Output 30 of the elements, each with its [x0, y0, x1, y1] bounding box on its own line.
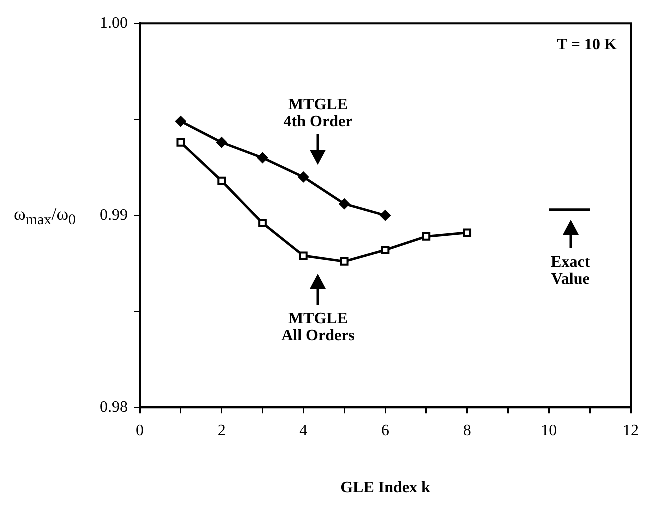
y-tick-label: 0.98 [100, 398, 128, 416]
x-tick-label: 12 [623, 422, 639, 440]
point [216, 137, 228, 148]
point [380, 210, 391, 222]
x-tick-label: 10 [541, 422, 558, 440]
x-tick-label: 0 [136, 422, 144, 440]
point [175, 116, 186, 128]
point [422, 232, 431, 241]
x-tick-label: 4 [300, 422, 308, 440]
point [298, 172, 310, 183]
x-axis-title: GLE Index k [340, 480, 431, 497]
point [381, 246, 390, 254]
point [258, 219, 267, 228]
point [176, 138, 186, 147]
x-tick-label: 8 [463, 422, 472, 440]
y-axis-title: ω$_{max}$/ω$_{0}$ [14, 204, 76, 230]
point [463, 228, 472, 238]
x-tick-label: 6 [382, 422, 390, 440]
y-tick-label: 1.00 [100, 14, 128, 32]
annotation: T = 10 K [557, 36, 618, 54]
point [218, 176, 226, 186]
point [339, 198, 350, 210]
point [299, 252, 308, 260]
point [340, 258, 349, 266]
y-tick-label: 0.99 [100, 206, 128, 224]
x-tick-label: 2 [218, 422, 226, 440]
annotation: Exact Value [551, 254, 591, 288]
annotation: MTGLE 4th Order [284, 96, 353, 130]
annotation: MTGLE All Orders [282, 310, 355, 345]
point [257, 152, 268, 164]
